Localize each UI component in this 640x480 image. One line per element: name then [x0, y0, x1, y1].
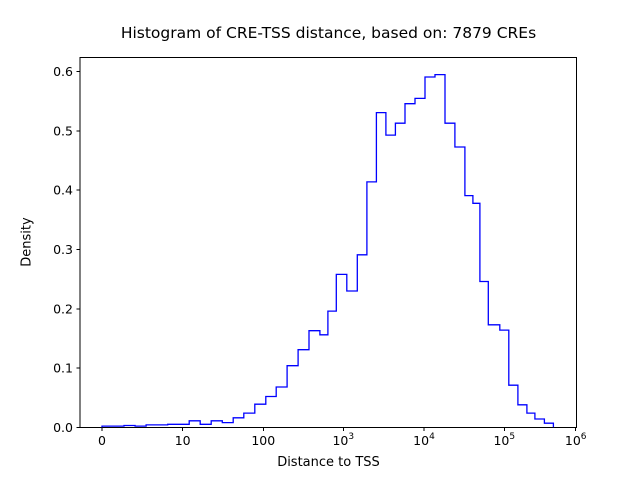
y-axis-label-text: Density [19, 217, 35, 267]
x-tick-label: 100 [251, 433, 275, 448]
x-tick-label: 104 [413, 432, 435, 448]
x-tick-label: 105 [493, 432, 515, 448]
y-tick-label: 0.3 [53, 242, 73, 257]
y-tick-label: 0.0 [53, 420, 73, 435]
x-axis-label: Distance to TSS [277, 455, 380, 470]
x-tick-label: 10 [175, 433, 191, 448]
plot-border [79, 57, 578, 428]
y-tick-label: 0.2 [53, 301, 73, 316]
y-tick-label: 0.4 [53, 183, 73, 198]
y-tick-label: 0.1 [53, 361, 73, 376]
y-tick-label: 0.5 [53, 124, 73, 139]
x-tick-label: 0 [98, 433, 106, 448]
x-tick-label: 103 [332, 432, 354, 448]
x-tick-label: 106 [565, 432, 587, 448]
y-tick-label: 0.6 [53, 64, 73, 79]
chart-title: Histogram of CRE-TSS distance, based on:… [120, 24, 537, 42]
histogram-step-line [101, 73, 555, 428]
